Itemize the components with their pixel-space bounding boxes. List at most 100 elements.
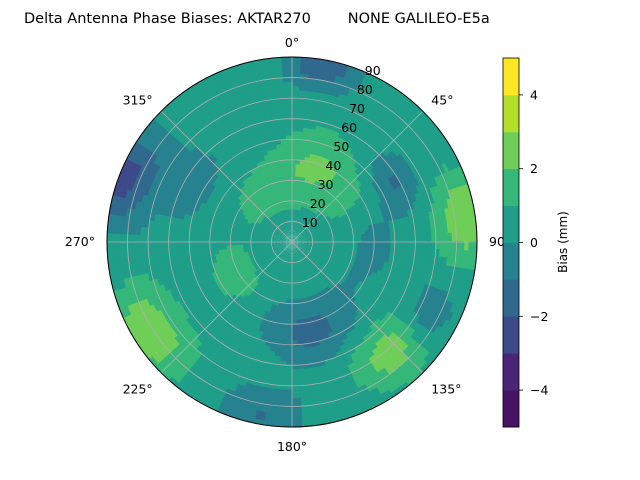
contour-cell: [369, 232, 375, 239]
contour-cell: [365, 237, 371, 243]
contour-cell: [274, 223, 279, 228]
contour-cell: [272, 359, 281, 366]
contour-cell: [276, 335, 283, 341]
contour-cell: [297, 252, 302, 257]
contour-cell: [308, 259, 313, 264]
contour-cell: [284, 106, 293, 111]
contour-cell: [289, 233, 292, 239]
contour-cell: [291, 303, 296, 309]
contour-cell: [285, 180, 290, 186]
contour-cell: [270, 371, 279, 378]
contour-cell: [298, 106, 307, 112]
contour-cell: [156, 220, 163, 229]
contour-cell: [259, 249, 265, 253]
contour-cell: [314, 220, 319, 226]
contour-cell: [189, 246, 195, 254]
contour-cell: [269, 230, 274, 234]
contour-cell: [297, 227, 301, 232]
contour-cell: [294, 286, 298, 292]
contour-cell: [323, 258, 329, 263]
contour-cell: [291, 122, 299, 128]
contour-cell: [313, 228, 319, 233]
contour-cell: [299, 238, 305, 241]
contour-cell: [348, 235, 354, 240]
contour-cell: [422, 227, 428, 236]
contour-cell: [278, 155, 284, 162]
contour-cell: [306, 213, 311, 219]
contour-cell: [168, 253, 175, 262]
contour-cell: [298, 245, 303, 249]
contour-cell: [373, 245, 379, 252]
contour-cell: [302, 234, 308, 238]
contour-cell: [295, 230, 299, 236]
contour-cell: [279, 238, 285, 240]
contour-cell: [296, 222, 300, 227]
contour-cell: [282, 273, 286, 279]
contour-cell: [284, 118, 293, 124]
contour-cell: [284, 196, 288, 202]
contour-cell: [255, 221, 261, 226]
contour-cell: [279, 239, 285, 242]
contour-cell: [410, 234, 416, 243]
contour-cell: [316, 225, 322, 230]
contour-cell: [291, 323, 297, 329]
contour-cell: [281, 218, 285, 224]
contour-cell: [295, 237, 300, 241]
contour-cell: [292, 262, 295, 267]
contour-cell: [297, 356, 306, 362]
contour-cell: [287, 171, 293, 177]
contour-cell: [236, 189, 244, 196]
contour-cell: [279, 242, 285, 245]
contour-cell: [302, 210, 306, 217]
contour-cell: [156, 241, 161, 250]
contour-cell: [301, 219, 305, 225]
contour-cell: [305, 256, 310, 261]
contour-cell: [234, 192, 241, 199]
contour-cell: [340, 233, 346, 238]
contour-cell: [281, 209, 285, 215]
contour-cell: [296, 339, 304, 345]
contour-cell: [271, 148, 279, 154]
contour-cell: [164, 241, 170, 250]
contour-cell: [295, 253, 299, 258]
contour-cell: [160, 234, 166, 243]
contour-cell: [287, 249, 290, 255]
contour-cell: [284, 257, 288, 262]
contour-cell: [301, 201, 305, 208]
contour-cell: [303, 314, 309, 320]
contour-cell: [299, 243, 305, 246]
contour-cell: [267, 260, 272, 266]
contour-cell: [331, 364, 342, 372]
contour-cell: [291, 155, 297, 161]
contour-cell: [304, 262, 308, 268]
contour-cell: [384, 220, 390, 228]
contour-cell: [397, 229, 404, 237]
contour-cell: [222, 248, 228, 254]
contour-cell: [278, 322, 284, 329]
contour-cell: [280, 260, 284, 265]
contour-cell: [397, 247, 404, 255]
contour-cell: [273, 274, 278, 280]
contour-cell: [250, 243, 256, 247]
contour-cell: [307, 243, 313, 246]
contour-cell: [291, 126, 299, 132]
contour-cell: [272, 233, 278, 237]
contour-cell: [296, 151, 302, 157]
contour-cell: [311, 246, 317, 249]
contour-cell: [274, 261, 279, 267]
contour-cell: [268, 262, 274, 267]
contour-cell: [299, 242, 305, 244]
contour-cell: [418, 227, 424, 237]
contour-cell: [303, 257, 308, 263]
contour-cell: [279, 126, 287, 132]
contour-cell: [294, 234, 298, 239]
contour-cell: [291, 188, 296, 194]
contour-cell: [303, 237, 309, 240]
contour-cell: [256, 228, 262, 233]
contour-cell: [405, 222, 411, 231]
contour-cell: [259, 258, 265, 263]
contour-cell: [317, 252, 324, 256]
contour-cell: [263, 235, 269, 239]
contour-cell: [359, 226, 366, 232]
contour-cell: [282, 251, 286, 257]
